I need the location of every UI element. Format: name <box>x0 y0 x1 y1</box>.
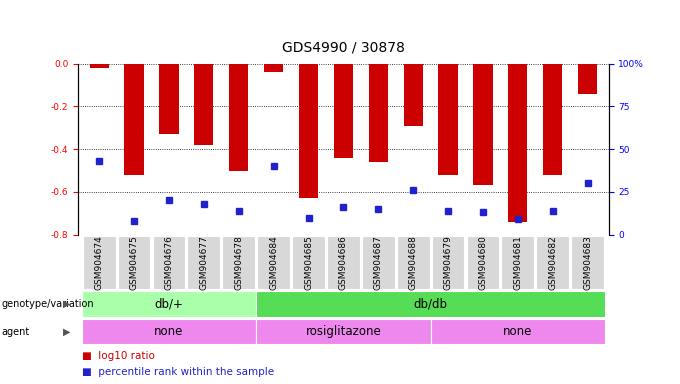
Text: GSM904684: GSM904684 <box>269 235 278 290</box>
FancyBboxPatch shape <box>83 236 116 289</box>
Bar <box>264 64 283 72</box>
Bar <box>473 64 492 185</box>
Text: db/+: db/+ <box>154 298 184 311</box>
FancyBboxPatch shape <box>430 319 605 344</box>
FancyBboxPatch shape <box>362 236 394 289</box>
Text: GSM904686: GSM904686 <box>339 235 348 290</box>
FancyBboxPatch shape <box>292 236 325 289</box>
Text: GSM904677: GSM904677 <box>199 235 208 290</box>
Text: GSM904680: GSM904680 <box>479 235 488 290</box>
Text: rosiglitazone: rosiglitazone <box>305 325 381 338</box>
FancyBboxPatch shape <box>152 236 186 289</box>
Text: ▶: ▶ <box>63 327 70 337</box>
Text: GSM904687: GSM904687 <box>374 235 383 290</box>
Bar <box>404 64 423 126</box>
FancyBboxPatch shape <box>466 236 499 289</box>
Text: db/db: db/db <box>413 298 447 311</box>
FancyBboxPatch shape <box>327 236 360 289</box>
Text: none: none <box>154 325 184 338</box>
Text: GSM904683: GSM904683 <box>583 235 592 290</box>
Text: GSM904682: GSM904682 <box>548 235 558 290</box>
Text: GSM904688: GSM904688 <box>409 235 418 290</box>
Text: GSM904681: GSM904681 <box>513 235 522 290</box>
Text: none: none <box>503 325 532 338</box>
FancyBboxPatch shape <box>537 236 569 289</box>
FancyBboxPatch shape <box>82 319 256 344</box>
FancyBboxPatch shape <box>256 291 605 317</box>
FancyBboxPatch shape <box>222 236 255 289</box>
FancyBboxPatch shape <box>432 236 464 289</box>
Bar <box>159 64 179 134</box>
FancyBboxPatch shape <box>188 236 220 289</box>
Text: GSM904678: GSM904678 <box>234 235 243 290</box>
Text: ■  percentile rank within the sample: ■ percentile rank within the sample <box>82 367 274 377</box>
Text: GDS4990 / 30878: GDS4990 / 30878 <box>282 40 405 54</box>
Text: ▶: ▶ <box>63 299 70 309</box>
Text: GSM904679: GSM904679 <box>443 235 453 290</box>
FancyBboxPatch shape <box>82 291 256 317</box>
Bar <box>439 64 458 175</box>
Text: GSM904675: GSM904675 <box>129 235 139 290</box>
Bar <box>299 64 318 198</box>
Bar <box>543 64 562 175</box>
Text: GSM904674: GSM904674 <box>95 235 103 290</box>
Text: ■  log10 ratio: ■ log10 ratio <box>82 351 154 361</box>
Bar <box>90 64 109 68</box>
Bar <box>334 64 353 158</box>
FancyBboxPatch shape <box>256 319 430 344</box>
Bar <box>369 64 388 162</box>
FancyBboxPatch shape <box>397 236 430 289</box>
FancyBboxPatch shape <box>257 236 290 289</box>
FancyBboxPatch shape <box>501 236 534 289</box>
Bar <box>194 64 214 145</box>
Bar <box>124 64 143 175</box>
Bar <box>508 64 528 222</box>
Bar <box>229 64 248 170</box>
Bar <box>578 64 597 94</box>
FancyBboxPatch shape <box>571 236 604 289</box>
FancyBboxPatch shape <box>118 236 150 289</box>
Text: GSM904685: GSM904685 <box>304 235 313 290</box>
Text: genotype/variation: genotype/variation <box>1 299 94 309</box>
Text: GSM904676: GSM904676 <box>165 235 173 290</box>
Text: agent: agent <box>1 327 30 337</box>
